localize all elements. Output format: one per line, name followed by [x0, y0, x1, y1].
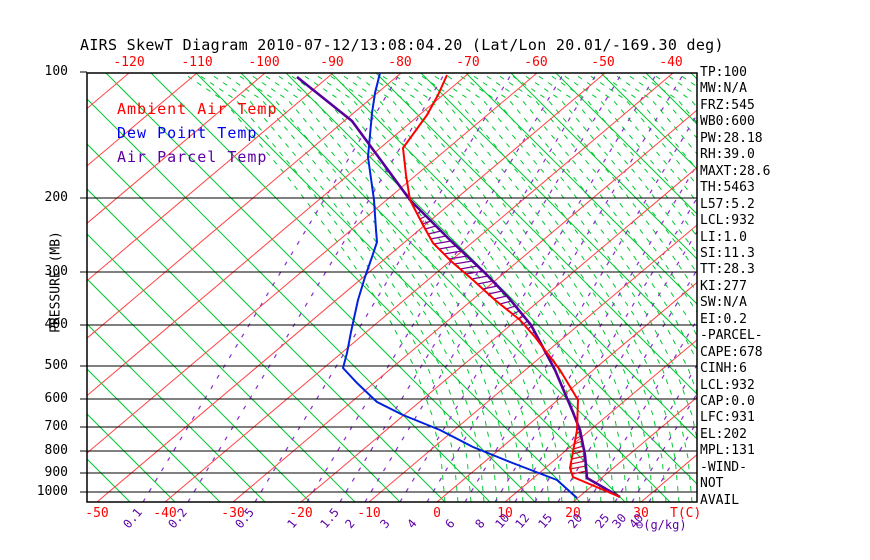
pressure-axis-tick-label: 900 — [44, 465, 68, 480]
sounding-stat: PW:28.18 — [700, 130, 763, 146]
legend-entry: Ambient Air Temp — [117, 100, 278, 118]
pressure-gridlines — [80, 71, 697, 493]
sounding-stat: LFC:931 — [700, 410, 755, 426]
sounding-stat: CINH:6 — [700, 361, 747, 377]
temp-axis-tick-label: -30 — [221, 506, 245, 521]
parcel-curve — [296, 75, 621, 499]
sounding-stat: TP:100 — [700, 65, 747, 80]
sounding-stat: KI:277 — [700, 278, 747, 294]
temp-curve — [402, 74, 621, 498]
pressure-axis-tick-label: 500 — [44, 358, 68, 373]
sounding-stat: WB0:600 — [700, 114, 755, 130]
pressure-axis-tick-label: 1000 — [36, 484, 68, 499]
sounding-stat: L57:5.2 — [700, 196, 755, 212]
moist-adiabat-lines — [182, 73, 697, 502]
sounding-stat: EI:0.2 — [700, 311, 747, 327]
legend-entry: Dew Point Temp — [117, 124, 258, 142]
sounding-stat: LCL:932 — [700, 377, 755, 393]
sounding-stat: CAP:0.0 — [700, 394, 755, 409]
pressure-axis-tick-label: 800 — [44, 443, 68, 458]
sounding-stat: EL:202 — [700, 426, 747, 442]
page-title: AIRS SkewT Diagram 2010-07-12/13:08:04.2… — [80, 36, 724, 54]
dewpoint-curve — [342, 73, 578, 499]
top-axis-tick-label: -120 — [113, 55, 145, 70]
sounding-stat: -WIND- — [700, 459, 747, 475]
temp-axis-tick-label: 10 — [497, 506, 513, 521]
sounding-stat: CAPE:678 — [700, 344, 763, 360]
top-axis-tick-label: -100 — [248, 55, 280, 70]
sounding-stat: MW:N/A — [700, 81, 747, 97]
pressure-axis-tick-label: 700 — [44, 419, 68, 434]
top-axis-tick-label: -80 — [388, 55, 412, 70]
top-axis-tick-label: -70 — [456, 55, 480, 70]
sounding-stat: FRZ:545 — [700, 97, 755, 113]
temp-axis-tick-label: 30 — [633, 506, 649, 521]
sounding-stat: LI:1.0 — [700, 229, 747, 245]
top-axis-tick-label: -60 — [524, 55, 548, 70]
sounding-stat: AVAIL — [700, 492, 740, 508]
top-axis-tick-label: -110 — [181, 55, 213, 70]
isotherm-lines — [87, 73, 697, 502]
sounding-stat: TH:5463 — [700, 180, 755, 196]
sounding-stat: MAXT:28.6 — [700, 163, 771, 179]
pressure-axis-tick-label: 600 — [44, 391, 68, 406]
temp-axis-unit: T(C) — [670, 506, 702, 521]
sounding-stat: RH:39.0 — [700, 147, 755, 163]
sounding-stat: NOT — [700, 476, 724, 492]
top-axis-tick-label: -40 — [659, 55, 683, 70]
temp-axis-tick-label: 20 — [565, 506, 581, 521]
temp-axis-tick-label: -20 — [289, 506, 313, 521]
sounding-stat: SI:11.3 — [700, 245, 755, 261]
pressure-axis-tick-label: 300 — [44, 264, 68, 279]
sounding-stat: LCL:932 — [700, 213, 755, 229]
pressure-axis-tick-label: 400 — [44, 317, 68, 332]
pressure-axis-tick-label: 200 — [44, 190, 68, 205]
top-axis-tick-label: -50 — [591, 55, 615, 70]
temp-axis-tick-label: -10 — [357, 506, 381, 521]
sounding-stat: -PARCEL- — [700, 328, 763, 344]
sounding-stat: SW:N/A — [700, 295, 747, 311]
pressure-axis-tick-label: 100 — [44, 64, 68, 79]
top-axis-tick-label: -90 — [320, 55, 344, 70]
temp-axis-tick-label: 0 — [433, 506, 441, 521]
sounding-stat: MPL:131 — [700, 443, 755, 459]
legend-entry: Air Parcel Temp — [117, 148, 268, 166]
mixing-ratio-axis-unit: ⊖(g/kg) — [636, 518, 687, 532]
temp-axis-tick-label: -50 — [85, 506, 109, 521]
sounding-stat: TT:28.3 — [700, 262, 755, 278]
cape-hatching — [416, 210, 587, 475]
plot-border — [86, 72, 698, 503]
temp-axis-tick-label: -40 — [153, 506, 177, 521]
